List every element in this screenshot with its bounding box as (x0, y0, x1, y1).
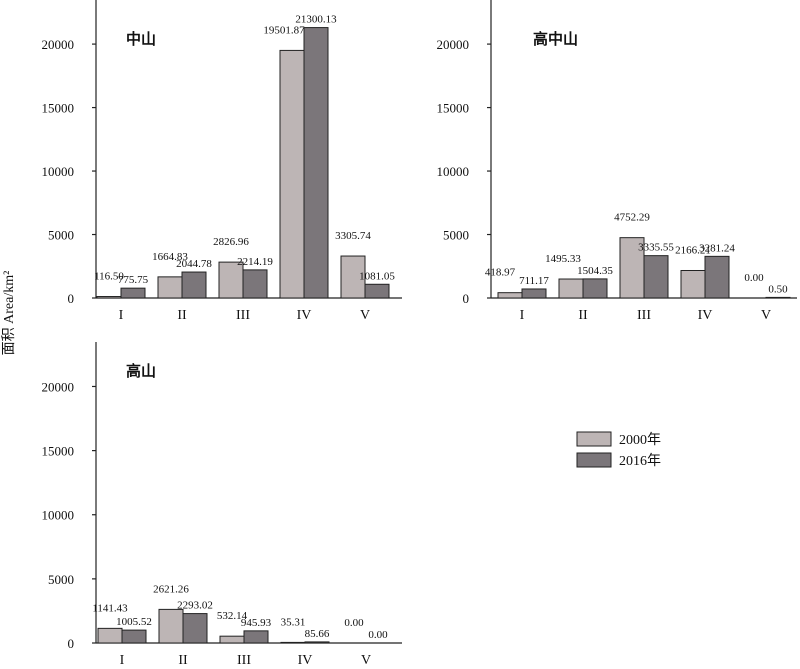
y-tick-label: 20000 (437, 37, 470, 52)
data-label: 0.50 (768, 283, 788, 295)
y-axis-label: 面积 Area/km² (1, 271, 17, 356)
data-label: 1081.05 (359, 270, 395, 282)
bar-2016 (121, 629, 147, 644)
bar-2016 (304, 641, 330, 644)
bar-2016 (182, 613, 208, 644)
data-label: 0.00 (344, 617, 364, 629)
data-label: 21300.13 (295, 14, 337, 26)
x-category-label: IV (298, 653, 313, 664)
panel-title: 高中山 (533, 30, 578, 48)
data-label: 4752.29 (614, 212, 650, 224)
bar-2016 (643, 255, 669, 299)
y-tick-label: 20000 (42, 37, 75, 52)
bar-2016 (242, 269, 268, 299)
data-label: 3305.74 (335, 230, 371, 242)
bar-2016 (765, 296, 791, 299)
legend-label: 2016年 (619, 453, 661, 469)
y-tick-label: 5000 (48, 228, 74, 243)
panel-title: 中山 (126, 30, 156, 48)
x-category-label: V (360, 308, 370, 323)
bar-2016 (181, 271, 207, 299)
y-tick-label: 10000 (437, 164, 470, 179)
legend-swatch-2016 (576, 452, 612, 468)
data-label: 711.17 (519, 275, 549, 287)
x-category-label: V (361, 653, 371, 664)
y-tick-label: 10000 (42, 508, 75, 523)
x-category-label: III (637, 308, 651, 323)
bar-2016 (364, 283, 390, 299)
data-label: 1504.35 (577, 265, 613, 277)
bar-2000 (680, 269, 706, 299)
data-label: 1005.52 (116, 616, 152, 628)
bar-2000 (340, 255, 366, 299)
bar-2000 (157, 276, 183, 299)
bar-2000 (96, 296, 122, 299)
data-label: 35.31 (281, 616, 306, 628)
data-label: 3281.24 (699, 242, 735, 254)
x-category-label: III (236, 308, 250, 323)
data-label: 2621.26 (153, 583, 189, 595)
x-category-label: III (237, 653, 251, 664)
bar-2000 (279, 49, 305, 299)
y-tick-label: 20000 (42, 379, 75, 394)
data-label: 2166.21 (675, 244, 711, 256)
bar-2000 (158, 608, 184, 644)
data-label: 116.50 (94, 271, 124, 283)
bar-2000 (219, 635, 245, 644)
panel-title: 高山 (126, 362, 156, 380)
x-category-label: II (177, 308, 187, 323)
data-label: 775.75 (118, 274, 149, 286)
y-tick-label: 0 (463, 291, 470, 306)
bar-2000 (280, 641, 306, 644)
data-label: 19501.87 (263, 24, 305, 36)
data-label: 0.00 (744, 272, 764, 284)
data-label: 2044.78 (176, 258, 212, 270)
y-tick-label: 0 (68, 636, 75, 651)
data-label: 0.00 (368, 629, 388, 641)
x-category-label: I (120, 653, 125, 664)
bar-2000 (97, 627, 123, 644)
bar-2016 (243, 630, 269, 644)
y-tick-label: 5000 (48, 572, 74, 587)
bar-2000 (558, 278, 584, 299)
data-label: 85.66 (305, 628, 330, 640)
data-label: 418.97 (485, 267, 516, 279)
y-tick-label: 0 (68, 291, 75, 306)
data-label: 2214.19 (237, 256, 273, 268)
data-label: 2293.02 (177, 600, 213, 612)
y-tick-label: 15000 (437, 101, 470, 116)
data-label: 1495.33 (545, 253, 581, 265)
x-category-label: IV (297, 308, 312, 323)
legend-swatch-2000 (576, 431, 612, 447)
data-label: 2826.96 (213, 236, 249, 248)
x-category-label: II (578, 308, 588, 323)
bar-2016 (120, 287, 146, 299)
x-category-label: I (520, 308, 525, 323)
data-label: 3335.55 (638, 242, 674, 254)
x-category-label: V (761, 308, 771, 323)
bar-2016 (521, 288, 547, 299)
bar-2016 (582, 278, 608, 299)
x-category-label: II (178, 653, 188, 664)
data-label: 532.14 (217, 610, 248, 622)
y-tick-label: 5000 (443, 228, 469, 243)
data-label: 1141.43 (92, 602, 128, 614)
bar-2016 (704, 255, 730, 299)
x-category-label: I (119, 308, 124, 323)
data-label: 945.93 (241, 617, 272, 629)
y-tick-label: 10000 (42, 164, 75, 179)
y-tick-label: 15000 (42, 444, 75, 459)
y-tick-label: 15000 (42, 101, 75, 116)
bar-2016 (303, 27, 329, 299)
legend-label: 2000年 (619, 432, 661, 448)
data-label: 1664.83 (152, 251, 188, 263)
bar-2000 (619, 237, 645, 299)
x-category-label: IV (698, 308, 713, 323)
bar-2000 (497, 292, 523, 299)
